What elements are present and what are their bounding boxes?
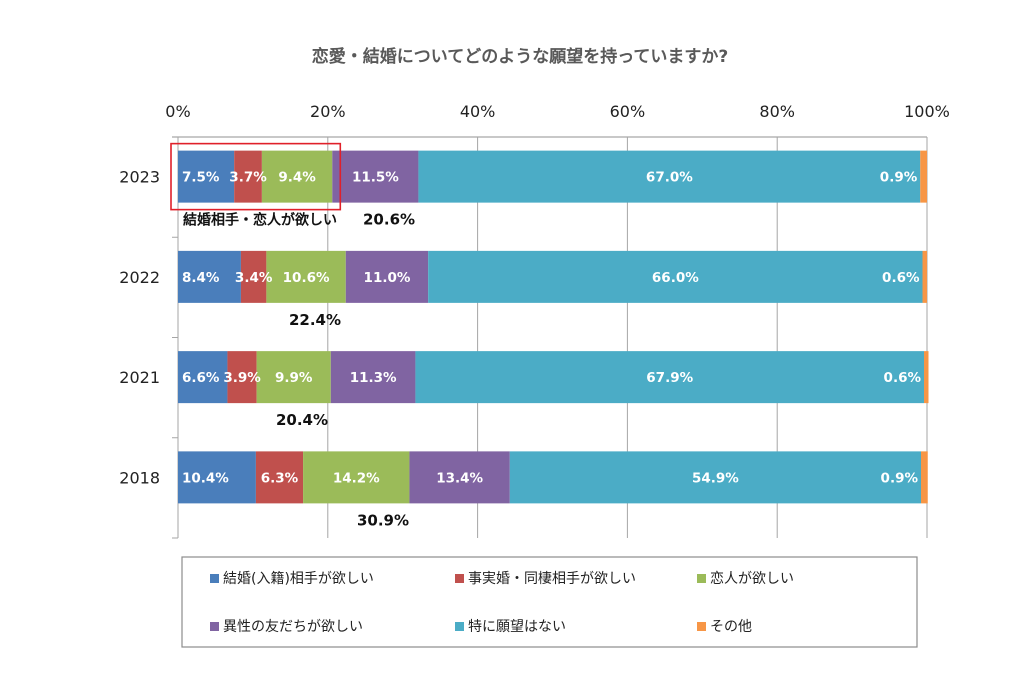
bar-segment bbox=[178, 451, 256, 504]
data-label: 9.4% bbox=[278, 170, 316, 186]
bar-segment bbox=[256, 351, 331, 404]
bar-segment bbox=[255, 451, 304, 504]
data-labels: 7.5% 3.7% 9.4% 11.5% 67.0% 0.9% 8.4% 3.4% 10.6% 1… bbox=[182, 170, 921, 487]
data-label: 0.9% bbox=[880, 170, 918, 186]
subtotal-value: 20.6% bbox=[363, 211, 415, 229]
subtotal-caption: 結婚相手・恋人が欲しい bbox=[183, 212, 337, 229]
x-tick-label: 60% bbox=[610, 102, 646, 121]
bar-segment bbox=[332, 150, 419, 203]
bar-segment bbox=[415, 351, 925, 404]
data-label: 67.9% bbox=[646, 370, 693, 386]
x-tick-label: 100% bbox=[904, 102, 950, 121]
data-label: 6.6% bbox=[182, 370, 220, 386]
legend: 結婚(入籍)相手が欲しい 事実婚・同棲相手が欲しい 恋人が欲しい異性の友だちが欲しい… bbox=[181, 556, 918, 648]
data-label: 3.4% bbox=[235, 270, 273, 286]
legend-swatch bbox=[210, 574, 219, 583]
bar-segment bbox=[234, 150, 262, 203]
x-tick-label: 40% bbox=[460, 102, 496, 121]
subtotal-value: 20.4% bbox=[276, 411, 328, 429]
data-label: 14.2% bbox=[333, 470, 380, 486]
bar-segment bbox=[303, 451, 410, 504]
bar-segment bbox=[409, 451, 510, 504]
bar-segment bbox=[922, 250, 927, 303]
bar-segment bbox=[921, 451, 928, 504]
x-tick-label: 0% bbox=[165, 102, 190, 121]
bars bbox=[178, 150, 929, 504]
bar-segment bbox=[178, 150, 235, 203]
bar-segment bbox=[509, 451, 922, 504]
data-label: 0.6% bbox=[884, 370, 922, 386]
bar-segment bbox=[924, 351, 929, 404]
annotations: 結婚相手・恋人が欲しい 20.6% 22.4% 20.4% 30.9% bbox=[170, 142, 415, 529]
bar-segment bbox=[261, 150, 333, 203]
bar-segment bbox=[920, 150, 927, 203]
legend-label: 異性の友だちが欲しい bbox=[223, 619, 363, 635]
x-tick-label: 80% bbox=[759, 102, 795, 121]
legend-label: 恋人が欲しい bbox=[710, 570, 794, 587]
data-label: 10.6% bbox=[283, 270, 330, 286]
legend-swatch bbox=[455, 574, 464, 583]
data-label: 0.9% bbox=[881, 470, 919, 486]
legend-swatch bbox=[210, 622, 219, 631]
legend-swatch bbox=[455, 622, 464, 631]
category-label: 2021 bbox=[119, 368, 160, 387]
data-label: 6.3% bbox=[261, 470, 299, 486]
bar-segment bbox=[240, 250, 267, 303]
legend-box bbox=[181, 556, 918, 648]
category-label: 2018 bbox=[119, 468, 160, 487]
x-axis-ticks: 0% 20% 40% 60% 80% 100% 2023 2022 2021 2018 bbox=[119, 102, 950, 487]
data-label: 0.6% bbox=[882, 270, 920, 286]
data-label: 8.4% bbox=[182, 270, 220, 286]
bar-segment bbox=[178, 250, 241, 303]
data-label: 7.5% bbox=[182, 170, 220, 186]
bar-segment bbox=[345, 250, 429, 303]
data-label: 11.5% bbox=[352, 170, 399, 186]
subtotal-value: 30.9% bbox=[357, 511, 409, 529]
legend-label: その他 bbox=[710, 619, 752, 635]
x-tick-label: 20% bbox=[310, 102, 346, 121]
bar-segment bbox=[330, 351, 416, 404]
data-label: 11.0% bbox=[364, 270, 411, 286]
highlight-box bbox=[170, 142, 342, 211]
bar-segment bbox=[227, 351, 257, 404]
gridlines bbox=[172, 136, 928, 539]
category-label: 2023 bbox=[119, 168, 160, 187]
data-label: 13.4% bbox=[436, 470, 483, 486]
data-label: 11.3% bbox=[350, 370, 397, 386]
chart-title: 恋愛・結婚についてどのような願望を持っていますか? bbox=[312, 46, 729, 67]
data-label: 3.9% bbox=[223, 370, 261, 386]
category-label: 2022 bbox=[119, 268, 160, 287]
bar-segment bbox=[178, 351, 228, 404]
data-label: 3.7% bbox=[229, 170, 267, 186]
bar-segment bbox=[428, 250, 923, 303]
legend-label: 結婚(入籍)相手が欲しい bbox=[223, 570, 374, 587]
data-label: 10.4% bbox=[182, 470, 229, 486]
data-label: 54.9% bbox=[692, 470, 739, 486]
bar-segment bbox=[266, 250, 346, 303]
data-label: 67.0% bbox=[646, 170, 693, 186]
data-label: 9.9% bbox=[275, 370, 313, 386]
legend-label: 事実婚・同棲相手が欲しい bbox=[468, 571, 636, 587]
subtotal-value: 22.4% bbox=[289, 311, 341, 329]
legend-label: 特に願望はない bbox=[468, 619, 566, 635]
legend-swatch bbox=[697, 622, 706, 631]
data-label: 66.0% bbox=[652, 270, 699, 286]
bar-segment bbox=[418, 150, 921, 203]
legend-swatch bbox=[697, 574, 706, 583]
